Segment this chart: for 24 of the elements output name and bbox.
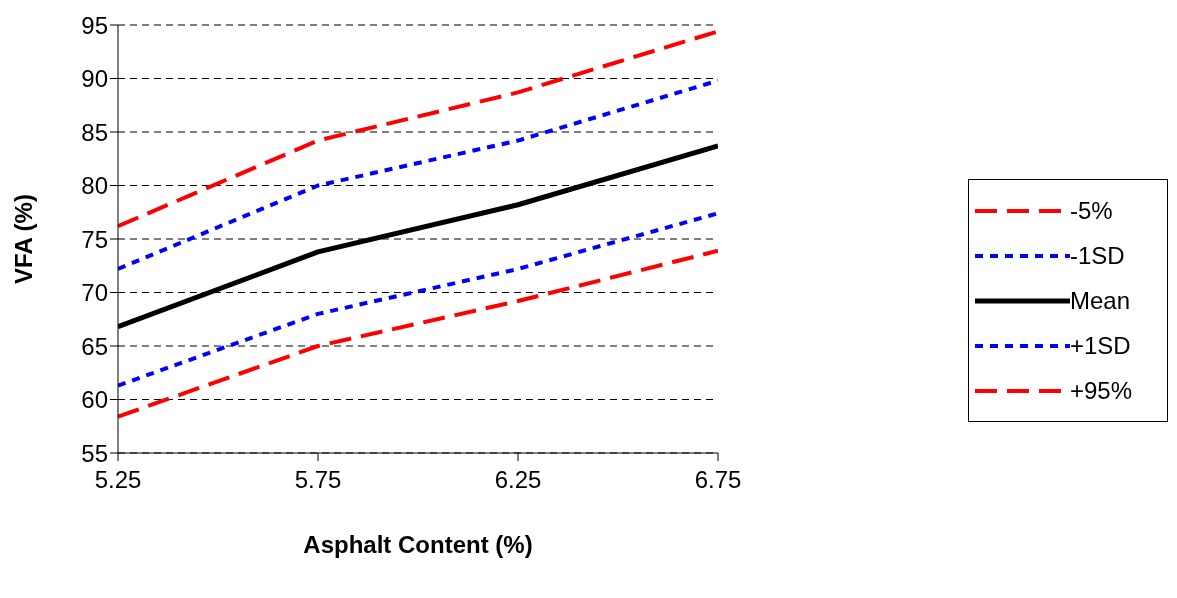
x-tick-label: 6.25 (494, 466, 542, 494)
y-tick-label: 90 (81, 65, 108, 93)
y-tick-label: 95 (81, 11, 108, 39)
line-series (118, 29, 718, 229)
legend-label: Mean (1070, 286, 1131, 315)
legend-label: -5% (1070, 196, 1113, 225)
line-series (118, 78, 718, 271)
y-tick-label: 55 (81, 439, 108, 467)
y-tick-label: 75 (81, 225, 108, 253)
line-series (118, 211, 718, 388)
y-tick-label: 60 (81, 386, 108, 414)
legend-label: +1SD (1070, 331, 1131, 360)
y-tick-label: 85 (81, 118, 108, 146)
line-series (118, 248, 718, 419)
x-axis-title: Asphalt Content (%) (303, 531, 533, 558)
y-tick-label: 65 (81, 332, 108, 360)
y-tick-label: 70 (81, 279, 108, 307)
x-tick-label: 6.75 (694, 466, 742, 494)
x-tick-label: 5.25 (94, 466, 142, 494)
legend-label: +95% (1070, 376, 1133, 405)
x-tick-label: 5.75 (294, 466, 342, 494)
legend-label: -1SD (1070, 241, 1125, 270)
y-tick-label: 80 (81, 172, 108, 200)
y-axis-title: VFA (%) (9, 194, 37, 284)
